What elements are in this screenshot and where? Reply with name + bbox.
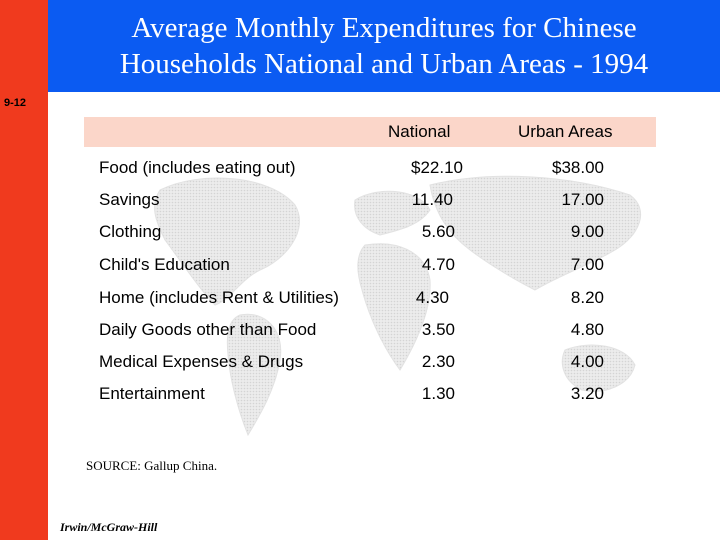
cell-urban-childs-education: 7.00 bbox=[570, 255, 604, 274]
title-bar bbox=[48, 0, 720, 92]
row-label-childs-education: Child's Education bbox=[99, 255, 230, 274]
cell-urban-daily-goods: 4.80 bbox=[570, 320, 604, 339]
column-header-urban: Urban Areas bbox=[518, 122, 613, 141]
cell-national-clothing: 5.60 bbox=[421, 222, 455, 241]
cell-urban-entertainment: 3.20 bbox=[570, 384, 604, 403]
cell-urban-savings: 17.00 bbox=[561, 190, 604, 209]
row-label-entertainment: Entertainment bbox=[99, 384, 205, 403]
left-accent-strip bbox=[0, 0, 48, 540]
row-label-savings: Savings bbox=[99, 190, 160, 209]
cell-national-medical: 2.30 bbox=[421, 352, 455, 371]
world-map-watermark bbox=[154, 175, 642, 437]
column-header-national: National bbox=[388, 122, 451, 141]
cell-national-savings: 11.40 bbox=[411, 190, 453, 209]
cell-urban-home: 8.20 bbox=[570, 288, 604, 307]
cell-urban-medical: 4.00 bbox=[570, 352, 604, 371]
row-label-medical: Medical Expenses & Drugs bbox=[99, 352, 304, 371]
title-line-1: Average Monthly Expenditures for Chinese bbox=[131, 12, 637, 44]
row-label-home: Home (includes Rent & Utilities) bbox=[99, 288, 339, 307]
table-header-band bbox=[84, 117, 656, 147]
row-label-daily-goods: Daily Goods other than Food bbox=[99, 320, 317, 339]
slide-title: Average Monthly Expenditures for Chinese… bbox=[48, 10, 720, 82]
row-label-clothing: Clothing bbox=[99, 222, 162, 241]
source-note: SOURCE: Gallup China. bbox=[86, 458, 218, 473]
slide-number: 9-12 bbox=[4, 97, 27, 109]
cell-national-home: 4.30 bbox=[415, 288, 449, 307]
cell-national-food: $22.10 bbox=[411, 158, 463, 177]
cell-urban-clothing: 9.00 bbox=[570, 222, 604, 241]
cell-urban-food: $38.00 bbox=[552, 158, 604, 177]
title-line-2: Households National and Urban Areas - 19… bbox=[119, 48, 649, 80]
cell-national-entertainment: 1.30 bbox=[421, 384, 455, 403]
row-label-food: Food (includes eating out) bbox=[99, 158, 296, 177]
cell-national-childs-education: 4.70 bbox=[421, 255, 455, 274]
cell-national-daily-goods: 3.50 bbox=[421, 320, 455, 339]
publisher-credit: Irwin/McGraw-Hill bbox=[60, 520, 158, 534]
